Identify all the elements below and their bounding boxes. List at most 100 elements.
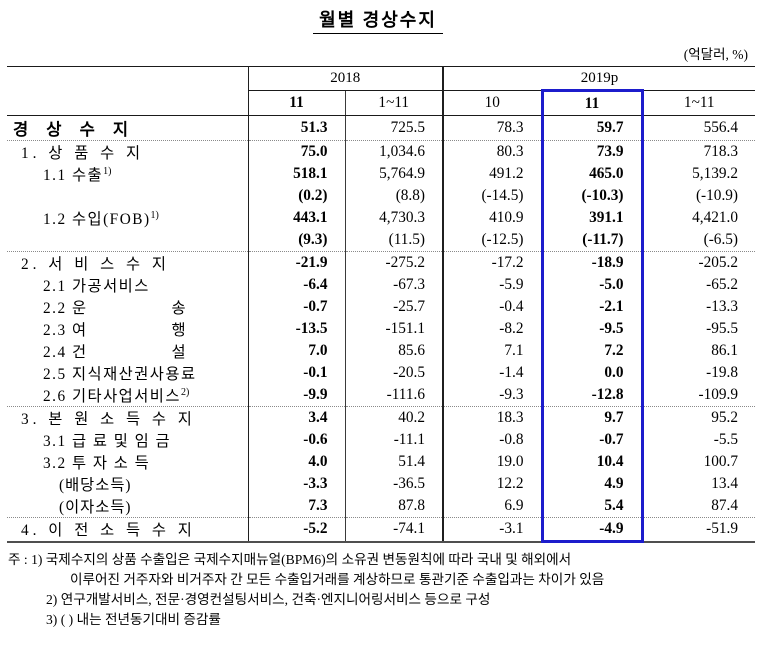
cell-highlighted: -0.7 — [540, 429, 644, 451]
table-row-imports-growth: (9.3) (11.5) (-12.5) (-11.7) (-6.5) — [7, 229, 756, 252]
cell: 7.1 — [442, 340, 542, 362]
cell: -275.2 — [344, 251, 443, 274]
cell: 725.5 — [344, 115, 443, 141]
cell: -67.3 — [344, 274, 443, 296]
cell: -19.8 — [641, 362, 756, 384]
table-row-dividend-income: (배당소득) -3.3 -36.5 12.2 4.9 13.4 — [7, 473, 756, 495]
cell-highlighted: -12.8 — [540, 384, 644, 407]
cell: -5.5 — [641, 429, 756, 451]
row-label: 2.1 가공서비스 — [43, 278, 150, 295]
row-label: 4. 이 전 소 득 수 지 — [7, 517, 248, 543]
cell: (8.8) — [344, 185, 443, 207]
document-page: 월별 경상수지 (억달러, %) 2018 2019p 11 1~11 10 1… — [6, 6, 756, 630]
cell-highlighted: (-11.7) — [540, 229, 644, 252]
footnote-2: 2) 연구개발서비스, 전문·경영컨설팅서비스, 건축·엔지니어링서비스 등으로… — [46, 592, 491, 607]
row-label: (배당소득) — [59, 477, 132, 494]
cell: -111.6 — [344, 384, 443, 407]
cell: (0.2) — [247, 185, 345, 207]
cell: (-12.5) — [442, 229, 542, 252]
cell: -5.9 — [442, 274, 542, 296]
cell: 491.2 — [442, 163, 542, 185]
cell: -11.1 — [344, 429, 443, 451]
table-row-exports: 1.1 수출1) 518.1 5,764.9 491.2 465.0 5,139… — [7, 163, 756, 185]
header-2018-11: 11 — [247, 90, 345, 116]
cell: 87.4 — [641, 495, 756, 518]
cell: -0.4 — [442, 296, 542, 318]
cell-highlighted: 391.1 — [540, 207, 644, 229]
cell: 40.2 — [344, 406, 443, 429]
table-row-other-business: 2.6 기타사업서비스2) -9.9 -111.6 -9.3 -12.8 -10… — [7, 384, 756, 407]
cell: 13.4 — [641, 473, 756, 495]
table-row-imports: 1.2 수입(FOB)1) 443.1 4,730.3 410.9 391.1 … — [7, 207, 756, 229]
unit-note: (억달러, %) — [683, 47, 748, 62]
table-row-services: 2. 서 비 스 수 지 -21.9 -275.2 -17.2 -18.9 -2… — [7, 251, 756, 274]
cell: -20.5 — [344, 362, 443, 384]
cell: -36.5 — [344, 473, 443, 495]
cell: -5.2 — [247, 517, 345, 543]
table-row-goods: 1. 상 품 수 지 75.0 1,034.6 80.3 73.9 718.3 — [7, 140, 756, 163]
current-account-table: 2018 2019p 11 1~11 10 11 1~11 경 상 수 지 51… — [7, 66, 756, 543]
table-row-ip-royalties: 2.5 지식재산권사용료 -0.1 -20.5 -1.4 0.0 -19.8 — [7, 362, 756, 384]
cell: 100.7 — [641, 451, 756, 473]
header-2018-1to11: 1~11 — [344, 90, 443, 116]
cell: 95.2 — [641, 406, 756, 429]
cell: -205.2 — [641, 251, 756, 274]
cell: (11.5) — [344, 229, 443, 252]
cell: 5,764.9 — [344, 163, 443, 185]
cell: 3.4 — [247, 406, 345, 429]
table-row-primary-income: 3. 본 원 소 득 수 지 3.4 40.2 18.3 9.7 95.2 — [7, 406, 756, 429]
row-label: 3. 본 원 소 득 수 지 — [21, 411, 196, 428]
cell-highlighted: 59.7 — [540, 115, 644, 141]
cell: -1.4 — [442, 362, 542, 384]
cell: 18.3 — [442, 406, 542, 429]
cell: 78.3 — [442, 115, 542, 141]
cell: -3.3 — [247, 473, 345, 495]
cell: -9.3 — [442, 384, 542, 407]
cell-highlighted: -5.0 — [540, 274, 644, 296]
cell-highlighted: 4.9 — [540, 473, 644, 495]
cell: 4,730.3 — [344, 207, 443, 229]
footnote-1-continued: 이루어진 거주자와 비거주자 간 모든 수출입거래를 계상하므로 통관기준 수출… — [70, 572, 605, 587]
cell: -17.2 — [442, 251, 542, 274]
row-label: 1. 상 품 수 지 — [21, 145, 145, 162]
cell: 86.1 — [641, 340, 756, 362]
cell: 410.9 — [442, 207, 542, 229]
row-label — [7, 229, 248, 252]
table-row-investment-income: 3.2 투 자 소 득 4.0 51.4 19.0 10.4 100.7 — [7, 451, 756, 473]
cell: 518.1 — [247, 163, 345, 185]
cell: 718.3 — [641, 140, 756, 163]
cell: -74.1 — [344, 517, 443, 543]
cell: -6.4 — [247, 274, 345, 296]
cell: (-6.5) — [641, 229, 756, 252]
cell: -8.2 — [442, 318, 542, 340]
cell: (9.3) — [247, 229, 345, 252]
row-label: 경 상 수 지 — [7, 115, 248, 141]
cell: 51.3 — [247, 115, 345, 141]
header-2019-11-highlighted: 11 — [540, 89, 644, 116]
header-year-2018: 2018 — [247, 66, 443, 91]
header-corner-cell — [7, 66, 248, 116]
cell: -21.9 — [247, 251, 345, 274]
cell: -109.9 — [641, 384, 756, 407]
cell-highlighted: 7.2 — [540, 340, 644, 362]
row-label: 2.3 여 행 — [43, 322, 188, 339]
cell: 87.8 — [344, 495, 443, 518]
page-title: 월별 경상수지 — [313, 6, 443, 34]
cell: -13.5 — [247, 318, 345, 340]
table-row-compensation: 3.1 급 료 및 임 금 -0.6 -11.1 -0.8 -0.7 -5.5 — [7, 429, 756, 451]
row-label: 2. 서 비 스 수 지 — [21, 256, 170, 273]
row-label: 1.2 수입(FOB)1) — [43, 209, 159, 228]
footnotes: 주 : 1) 국제수지의 상품 수출입은 국제수지매뉴얼(BPM6)의 소유권 … — [6, 550, 750, 630]
table-row-exports-growth: (0.2) (8.8) (-14.5) (-10.3) (-10.9) — [7, 185, 756, 207]
cell: 19.0 — [442, 451, 542, 473]
table-row-construction: 2.4 건 설 7.0 85.6 7.1 7.2 86.1 — [7, 340, 756, 362]
cell-highlighted: 9.7 — [540, 406, 644, 429]
cell-highlighted: -4.9 — [540, 517, 644, 543]
cell-highlighted: 5.4 — [540, 495, 644, 518]
cell-highlighted: 10.4 — [540, 451, 644, 473]
row-label — [7, 185, 248, 207]
cell-highlighted: 465.0 — [540, 163, 644, 185]
cell: -0.8 — [442, 429, 542, 451]
cell: -9.9 — [247, 384, 345, 407]
cell: 75.0 — [247, 140, 345, 163]
